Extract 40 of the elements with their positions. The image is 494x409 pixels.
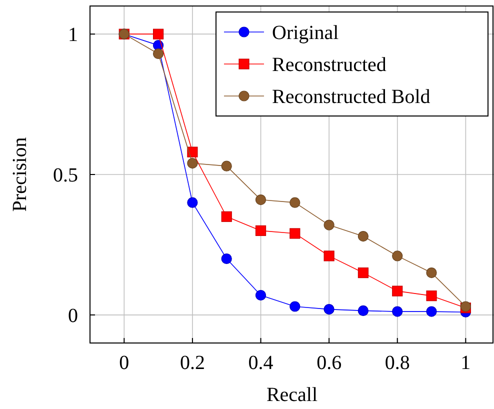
point — [221, 160, 232, 172]
point — [255, 194, 266, 206]
point — [358, 230, 369, 242]
point — [187, 158, 198, 169]
point — [358, 267, 369, 278]
x-axis-title: Recall — [266, 384, 318, 406]
point — [290, 228, 300, 239]
x-tick-label: 0.2 — [180, 352, 205, 374]
point — [153, 28, 164, 40]
point — [221, 211, 232, 222]
point — [324, 220, 334, 230]
legend-label: Reconstructed Bold — [272, 86, 430, 108]
point — [358, 305, 369, 316]
y-tick-label: 1 — [68, 24, 78, 46]
point — [187, 197, 198, 208]
point — [153, 48, 164, 60]
y-tick-label: 0 — [68, 304, 78, 327]
x-tick-label: 0.6 — [316, 352, 342, 374]
y-tick-label: 0.5 — [53, 164, 78, 186]
point — [426, 306, 437, 317]
y-axis-title: Precision — [9, 137, 31, 212]
point — [392, 250, 403, 262]
point — [221, 253, 232, 264]
point — [187, 146, 198, 158]
point — [426, 290, 437, 302]
point — [392, 286, 403, 296]
point — [426, 267, 437, 278]
legend-label: Original — [272, 22, 340, 44]
point — [392, 306, 403, 317]
x-tick-label: 1 — [460, 352, 471, 374]
x-tick-label: 0 — [119, 352, 130, 374]
point — [324, 250, 334, 262]
x-tick-label: 0.8 — [384, 352, 410, 374]
point — [290, 301, 300, 312]
point — [255, 290, 266, 301]
x-tick-label: 0.4 — [248, 352, 274, 374]
point — [324, 304, 334, 315]
point — [290, 197, 300, 208]
legend-label: Reconstructed — [272, 54, 386, 76]
point — [255, 225, 266, 236]
